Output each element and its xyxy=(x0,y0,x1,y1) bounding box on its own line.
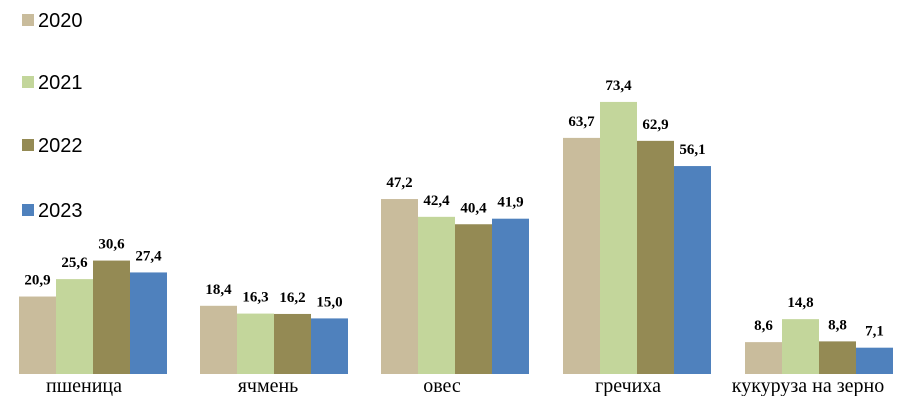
value-label-2023-1: 15,0 xyxy=(316,294,342,310)
value-label-2021-2: 42,4 xyxy=(423,193,450,209)
value-label-2023-4: 7,1 xyxy=(865,324,884,340)
value-label-2022-1: 16,2 xyxy=(279,290,305,306)
value-label-2023-0: 27,4 xyxy=(135,248,162,264)
bar-2022-0 xyxy=(93,260,130,374)
legend-label-2022: 2022 xyxy=(38,135,83,157)
bars xyxy=(19,101,893,374)
value-label-2020-3: 63,7 xyxy=(568,114,595,130)
value-label-2022-4: 8,8 xyxy=(828,317,847,333)
bar-2020-3 xyxy=(563,137,600,374)
value-label-2021-4: 14,8 xyxy=(787,295,813,311)
legend-swatch-2020 xyxy=(22,14,34,26)
legend-swatch-2022 xyxy=(22,139,34,151)
category-labels: пшеница ячмень овес гречиха кукуруза на зерн… xyxy=(46,375,884,396)
value-labels: 20,9 25,6 30,6 27,4 18,4 16,3 16,2 15,0 47,2 42,4… xyxy=(24,78,884,340)
bar-2020-4 xyxy=(745,342,782,374)
value-label-2020-4: 8,6 xyxy=(754,318,773,334)
legend-swatch-2023 xyxy=(22,204,34,216)
value-label-2020-2: 47,2 xyxy=(386,175,412,191)
category-label-4: кукуруза на зерно xyxy=(732,375,884,396)
category-label-2: овес xyxy=(423,375,461,396)
value-label-2022-0: 30,6 xyxy=(98,237,125,253)
bar-2020-0 xyxy=(19,296,56,374)
value-label-2021-0: 25,6 xyxy=(61,255,88,271)
legend: 2020 2021 2022 2023 xyxy=(22,10,83,222)
category-label-0: пшеница xyxy=(46,375,122,396)
value-label-2022-3: 62,9 xyxy=(642,117,668,133)
legend-label-2023: 2023 xyxy=(38,200,83,222)
value-label-2020-1: 18,4 xyxy=(205,282,232,298)
value-label-2022-2: 40,4 xyxy=(460,200,487,216)
value-label-2021-3: 73,4 xyxy=(605,78,632,94)
bar-2021-4 xyxy=(782,319,819,374)
bar-2023-1 xyxy=(311,318,348,374)
value-label-2021-1: 16,3 xyxy=(242,290,268,306)
category-label-1: ячмень xyxy=(238,375,299,396)
category-label-3: гречиха xyxy=(595,375,661,396)
bar-2023-2 xyxy=(492,218,529,374)
value-label-2020-0: 20,9 xyxy=(24,273,50,289)
bar-2022-4 xyxy=(819,341,856,374)
bar-2022-1 xyxy=(274,313,311,374)
bar-2023-0 xyxy=(130,272,167,374)
bar-2022-2 xyxy=(455,224,492,374)
bar-2023-4 xyxy=(856,347,893,374)
value-label-2023-2: 41,9 xyxy=(497,195,523,211)
bar-2021-3 xyxy=(600,101,637,374)
bar-2021-1 xyxy=(237,313,274,374)
bar-2021-2 xyxy=(418,216,455,374)
bar-2021-0 xyxy=(56,279,93,374)
legend-swatch-2021 xyxy=(22,76,34,88)
bar-2020-1 xyxy=(200,305,237,374)
bar-2022-3 xyxy=(637,140,674,374)
legend-label-2020: 2020 xyxy=(38,10,83,32)
bar-2023-3 xyxy=(674,166,711,374)
value-label-2023-3: 56,1 xyxy=(679,142,705,158)
legend-label-2021: 2021 xyxy=(38,72,83,94)
bar-2020-2 xyxy=(381,199,418,374)
